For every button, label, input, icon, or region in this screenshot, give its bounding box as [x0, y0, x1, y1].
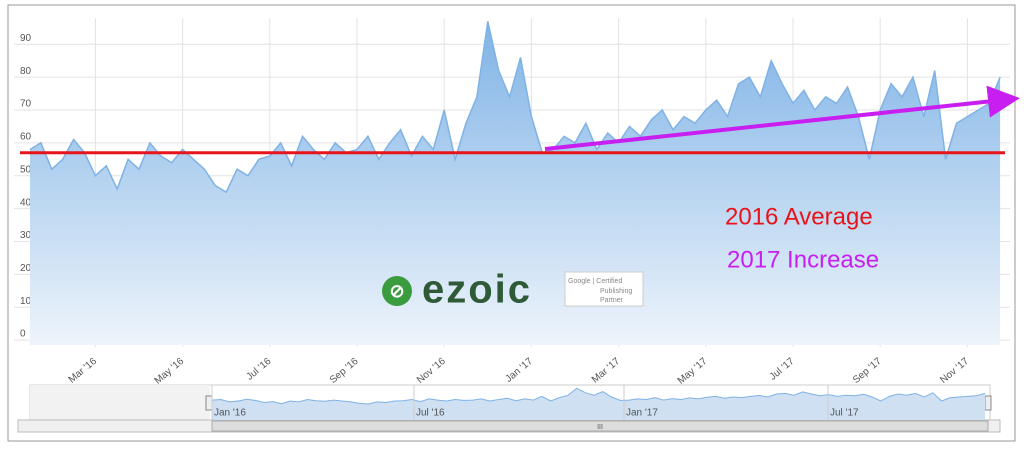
badge-line: Google | Certified	[568, 278, 622, 285]
scroll-grip: III	[597, 424, 603, 431]
badge-line: Publishing	[600, 288, 632, 295]
y-tick-label: 40	[20, 197, 32, 208]
logo-glyph: ⊘	[389, 281, 404, 301]
y-tick-label: 10	[20, 296, 32, 307]
y-tick-label: 80	[20, 66, 32, 77]
trend-label: 2017 Increase	[727, 246, 879, 273]
navigator-handle[interactable]	[984, 395, 992, 411]
y-tick-label: 90	[20, 33, 32, 44]
navigator-label: Jul '16	[416, 408, 445, 419]
y-tick-label: 60	[20, 132, 32, 143]
y-tick-label: 70	[20, 99, 32, 110]
scrollbar-thumb[interactable]	[211, 420, 989, 432]
navigator-area	[212, 388, 985, 420]
trend-arrow	[544, 85, 1020, 151]
y-tick-label: 50	[20, 164, 32, 175]
line	[29, 21, 1001, 194]
navigator-mask	[30, 385, 210, 420]
navigator-handle[interactable]	[205, 395, 213, 411]
y-tick-label: 20	[20, 263, 32, 274]
y-tick-label: 30	[20, 230, 32, 241]
area	[30, 21, 1001, 346]
navigator-line	[211, 387, 986, 405]
reference-label: 2016 Average	[725, 203, 873, 230]
logo-icon	[382, 276, 412, 306]
brand: ezoic	[422, 268, 532, 312]
badge-line: Partner	[600, 297, 624, 304]
watermark: ⊘ ezoic Google | Certified Publishing Pa…	[382, 268, 644, 312]
badge	[564, 271, 644, 307]
navigator-label: Jul '17	[830, 408, 859, 419]
y-tick-label: 0	[20, 329, 26, 340]
navigator-label: Jan '17	[626, 408, 658, 419]
navigator-label: Jan '16	[214, 408, 246, 419]
